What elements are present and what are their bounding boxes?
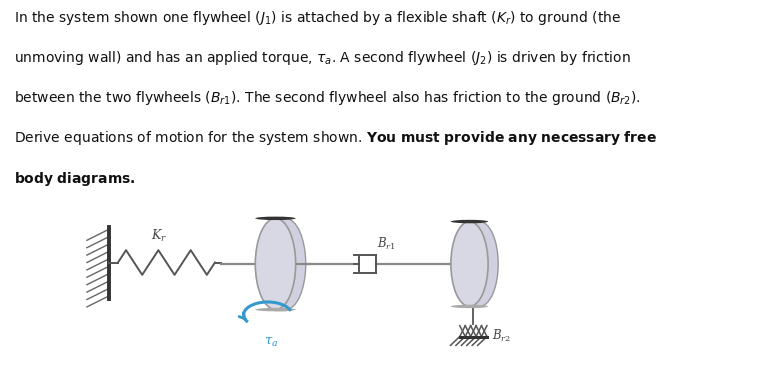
Text: between the two flywheels ($B_{r1}$). The second flywheel also has friction to t: between the two flywheels ($B_{r1}$). Th… — [14, 89, 641, 107]
Text: $J_2$: $J_2$ — [461, 243, 475, 260]
Ellipse shape — [451, 304, 488, 308]
Text: $B_{r2}$: $B_{r2}$ — [492, 327, 511, 344]
Ellipse shape — [451, 222, 488, 306]
Ellipse shape — [451, 220, 488, 223]
Ellipse shape — [255, 308, 296, 311]
Text: Derive equations of motion for the system shown. $\mathbf{You\ must\ provide\ an: Derive equations of motion for the syste… — [14, 129, 657, 147]
Text: $J_1$: $J_1$ — [267, 242, 281, 259]
Text: unmoving wall) and has an applied torque, $\tau_a$. A second flywheel ($J_2$) is: unmoving wall) and has an applied torque… — [14, 49, 631, 67]
Ellipse shape — [255, 218, 296, 310]
Ellipse shape — [255, 217, 296, 220]
Ellipse shape — [265, 218, 306, 310]
Text: $B_{r1}$: $B_{r1}$ — [377, 236, 396, 252]
Ellipse shape — [461, 222, 498, 306]
Text: $K_r$: $K_r$ — [151, 228, 168, 244]
Text: $\tau_a$: $\tau_a$ — [265, 336, 279, 349]
Text: $\mathbf{body\ diagrams.}$: $\mathbf{body\ diagrams.}$ — [14, 170, 136, 188]
Text: In the system shown one flywheel ($J_1$) is attached by a flexible shaft ($K_r$): In the system shown one flywheel ($J_1$)… — [14, 9, 621, 27]
